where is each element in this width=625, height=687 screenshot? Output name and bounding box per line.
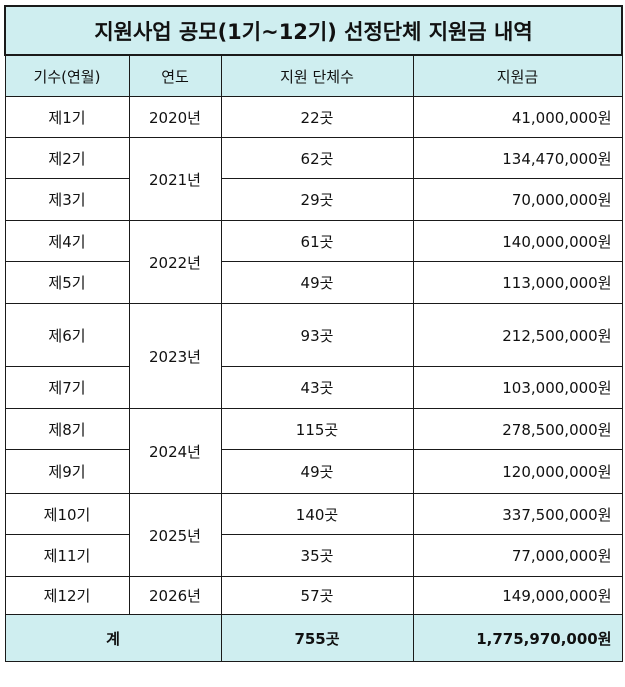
amount-cell: 77,000,000원	[412, 534, 623, 577]
count-cell: 115곳	[220, 408, 414, 450]
term-cell: 제3기	[4, 178, 130, 221]
term-cell: 제2기	[4, 137, 130, 179]
year-cell: 2022년	[128, 220, 222, 304]
total-row: 계 755곳 1,775,970,000원	[4, 614, 623, 662]
term-cell: 제11기	[4, 534, 130, 577]
year-cell: 2026년	[128, 576, 222, 615]
amount-cell: 41,000,000원	[412, 96, 623, 138]
year-cell: 2025년	[128, 493, 222, 577]
table-row: 제8기 2024년 115곳 278,500,000원	[4, 408, 623, 494]
amount-cell: 134,470,000원	[412, 137, 623, 179]
term-cell: 제5기	[4, 261, 130, 304]
count-cell: 93곳	[220, 303, 414, 367]
header-year: 연도	[128, 54, 222, 97]
count-cell: 49곳	[220, 449, 414, 494]
count-cell: 140곳	[220, 493, 414, 535]
header-term: 기수(연월)	[4, 54, 130, 97]
table-row: 제6기 2023년 93곳 212,500,000원	[4, 303, 623, 409]
amount-cell: 212,500,000원	[412, 303, 623, 367]
total-amount: 1,775,970,000원	[412, 614, 623, 662]
table-row: 제3기 29곳 70,000,000원	[4, 178, 623, 221]
table-row: 제4기 2022년 61곳 140,000,000원	[4, 220, 623, 304]
year-cell: 2023년	[128, 303, 222, 409]
term-cell: 제7기	[4, 366, 130, 409]
count-cell: 43곳	[220, 366, 414, 409]
table-row: 제2기 2021년 62곳 134,470,000원	[4, 137, 623, 221]
term-cell: 제8기	[4, 408, 130, 450]
table-row: 제9기 49곳 120,000,000원	[4, 449, 623, 494]
table-row: 제11기 35곳 77,000,000원	[4, 534, 623, 577]
table-row: 제12기 2026년 57곳 149,000,000원	[4, 576, 623, 615]
total-count: 755곳	[220, 614, 414, 662]
amount-cell: 149,000,000원	[412, 576, 623, 615]
term-cell: 제1기	[4, 96, 130, 138]
year-cell: 2021년	[128, 137, 222, 221]
header-row: 기수(연월) 연도 지원 단체수 지원금	[4, 54, 623, 97]
count-cell: 61곳	[220, 220, 414, 262]
amount-cell: 113,000,000원	[412, 261, 623, 304]
amount-cell: 103,000,000원	[412, 366, 623, 409]
term-cell: 제12기	[4, 576, 130, 615]
count-cell: 29곳	[220, 178, 414, 221]
amount-cell: 120,000,000원	[412, 449, 623, 494]
header-amount: 지원금	[412, 54, 623, 97]
count-cell: 49곳	[220, 261, 414, 304]
amount-cell: 337,500,000원	[412, 493, 623, 535]
table-row: 제5기 49곳 113,000,000원	[4, 261, 623, 304]
year-cell: 2024년	[128, 408, 222, 494]
total-label: 계	[4, 614, 222, 662]
count-cell: 22곳	[220, 96, 414, 138]
term-cell: 제4기	[4, 220, 130, 262]
term-cell: 제10기	[4, 493, 130, 535]
count-cell: 35곳	[220, 534, 414, 577]
amount-cell: 70,000,000원	[412, 178, 623, 221]
table-row: 제7기 43곳 103,000,000원	[4, 366, 623, 409]
table-row: 제10기 2025년 140곳 337,500,000원	[4, 493, 623, 577]
amount-cell: 278,500,000원	[412, 408, 623, 450]
funding-table: 지원사업 공모(1기~12기) 선정단체 지원금 내역 기수(연월) 연도 지원…	[4, 5, 623, 662]
table-row: 제1기 2020년 22곳 41,000,000원	[4, 96, 623, 138]
amount-cell: 140,000,000원	[412, 220, 623, 262]
count-cell: 62곳	[220, 137, 414, 179]
term-cell: 제9기	[4, 449, 130, 494]
term-cell: 제6기	[4, 303, 130, 367]
header-count: 지원 단체수	[220, 54, 414, 97]
table-title: 지원사업 공모(1기~12기) 선정단체 지원금 내역	[4, 5, 623, 56]
count-cell: 57곳	[220, 576, 414, 615]
year-cell: 2020년	[128, 96, 222, 138]
